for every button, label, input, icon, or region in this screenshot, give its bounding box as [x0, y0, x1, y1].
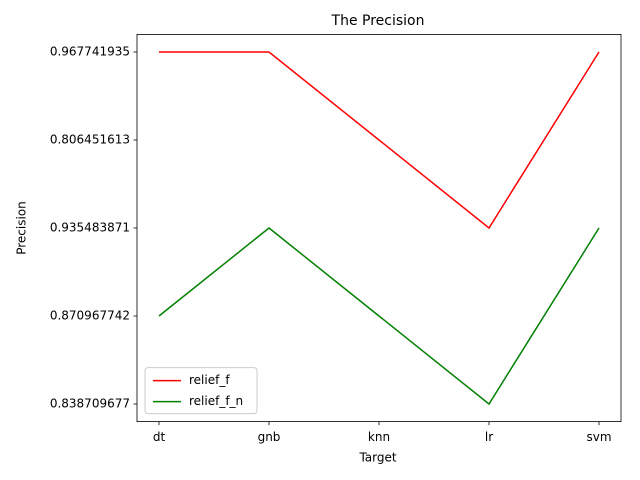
chart-title: The Precision — [331, 13, 425, 29]
line-series — [158, 227, 600, 406]
x-tick-label: svm — [586, 430, 611, 444]
x-tick-label: knn — [368, 430, 390, 444]
y-tick-label: 0.838709677 — [50, 397, 130, 411]
y-tick-label: 0.806451613 — [50, 133, 130, 147]
x-tick-label: gnb — [258, 430, 281, 444]
y-tick-label: 0.935483871 — [50, 221, 130, 235]
x-tick-label: dt — [153, 430, 166, 444]
legend-label: relief_f_n — [189, 394, 243, 408]
x-axis-label: Target — [358, 451, 396, 465]
axes-frame — [136, 34, 622, 423]
line-series — [159, 51, 600, 230]
legend-label: relief_f — [189, 373, 230, 387]
y-tick-label: 0.870967742 — [50, 309, 130, 323]
y-axis-label: Precision — [15, 201, 29, 255]
y-tick-label: 0.967741935 — [50, 45, 130, 59]
x-tick-label: lr — [485, 430, 493, 444]
